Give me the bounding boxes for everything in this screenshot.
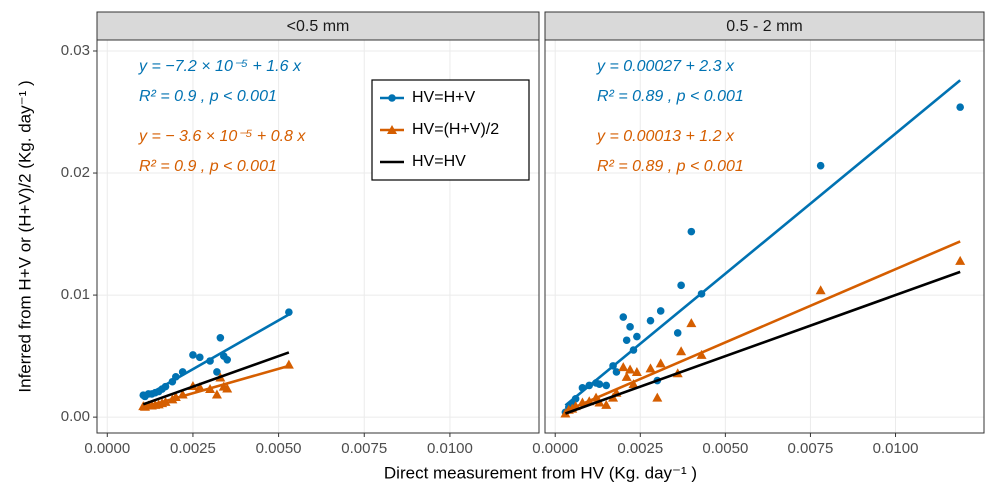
point — [631, 366, 642, 376]
y-tick-label: 0.02 — [61, 164, 90, 181]
facet-strip — [96, 11, 540, 41]
y-tick-label: 0.00 — [61, 408, 90, 425]
point — [189, 351, 197, 359]
x-tick-label: 0.0025 — [617, 440, 663, 457]
x-tick-label: 0.0000 — [532, 440, 578, 457]
annotation: R² = 0.9 , p < 0.001 — [139, 158, 277, 175]
panel-background — [545, 40, 984, 433]
point — [618, 362, 629, 372]
point — [656, 307, 665, 315]
point — [619, 313, 628, 321]
point — [628, 379, 639, 389]
x-tick-label: 0.0000 — [84, 440, 130, 457]
fit-line — [564, 79, 962, 407]
annotation: y = 0.00027 + 2.3 x — [596, 58, 735, 75]
point — [645, 363, 656, 373]
point — [622, 336, 631, 345]
point — [677, 281, 685, 290]
facet-title: 0.5 - 2 mm — [726, 18, 802, 35]
point — [687, 227, 696, 236]
x-tick-label: 0.0100 — [427, 440, 473, 457]
point — [602, 381, 611, 390]
x-tick-label: 0.0025 — [170, 440, 216, 457]
point — [223, 355, 232, 364]
point — [216, 334, 225, 342]
annotation: y = − 3.6 × 10⁻⁵ + 0.8 x — [138, 128, 306, 145]
fit-line — [564, 270, 961, 415]
point — [222, 383, 233, 393]
point — [601, 399, 612, 409]
point — [194, 382, 205, 392]
x-tick-label: 0.0075 — [341, 440, 387, 457]
point — [956, 103, 964, 111]
point — [621, 371, 632, 381]
point — [673, 329, 682, 337]
y-tick-label: 0.01 — [61, 286, 90, 303]
x-tick-label: 0.0050 — [256, 440, 302, 457]
point — [211, 389, 222, 399]
y-axis-label: Inferred from H+V or (H+V)/2 (Kg. day⁻¹ … — [15, 80, 34, 392]
panel-border — [544, 39, 985, 434]
point — [595, 380, 604, 388]
point — [955, 255, 966, 265]
facet-strip — [544, 11, 985, 41]
fit-line — [142, 313, 290, 399]
facet-title: <0.5 mm — [287, 18, 350, 35]
point — [646, 316, 655, 325]
point — [612, 368, 621, 376]
annotation: y = 0.00013 + 1.2 x — [596, 128, 735, 145]
x-axis-label: Direct measurement from HV (Kg. day⁻¹ ) — [384, 463, 697, 482]
point — [686, 318, 697, 328]
annotation: R² = 0.9 , p < 0.001 — [139, 88, 277, 105]
legend-label: HV=(H+V)/2 — [412, 121, 499, 138]
x-tick-label: 0.0075 — [787, 440, 833, 457]
point — [655, 358, 666, 368]
x-tick-label: 0.0100 — [873, 440, 919, 457]
point — [652, 392, 663, 402]
legend-marker — [388, 94, 396, 102]
legend-label: HV=HV — [412, 153, 466, 170]
y-tick-label: 0.03 — [61, 42, 90, 59]
point — [625, 364, 636, 374]
fit-line — [564, 240, 961, 413]
point — [626, 323, 634, 331]
point — [195, 353, 204, 362]
fit-line — [142, 364, 290, 409]
panel-border — [96, 39, 540, 434]
point — [696, 349, 707, 359]
annotation: R² = 0.89 , p < 0.001 — [597, 158, 744, 175]
point — [633, 332, 641, 341]
legend-label: HV=H+V — [412, 89, 475, 106]
point — [676, 346, 687, 356]
fit-line — [142, 351, 290, 406]
point — [816, 161, 825, 170]
x-tick-label: 0.0050 — [702, 440, 748, 457]
annotation: y = −7.2 × 10⁻⁵ + 1.6 x — [138, 58, 302, 75]
annotation: R² = 0.89 , p < 0.001 — [597, 88, 744, 105]
legend-marker — [387, 125, 397, 134]
point — [285, 308, 293, 316]
point — [815, 285, 826, 295]
point — [213, 368, 221, 376]
